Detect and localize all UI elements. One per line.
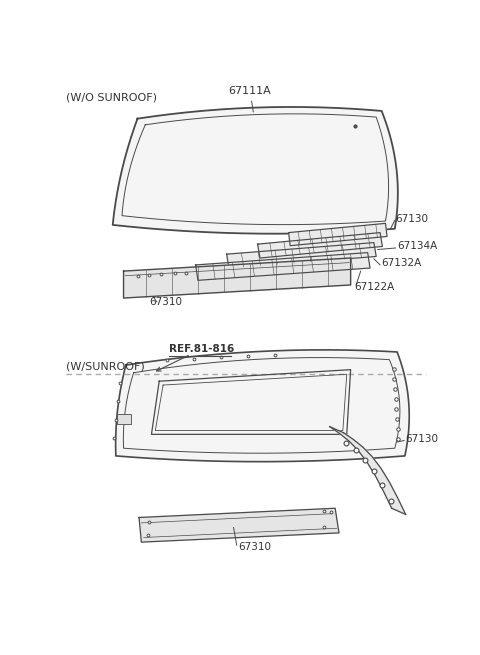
- Polygon shape: [227, 242, 376, 268]
- Polygon shape: [330, 426, 406, 514]
- Text: (W/O SUNROOF): (W/O SUNROOF): [66, 92, 157, 102]
- Text: (W/SUNROOF): (W/SUNROOF): [66, 362, 145, 371]
- Text: 67132A: 67132A: [382, 259, 422, 269]
- Polygon shape: [113, 107, 398, 234]
- Text: REF.81-816: REF.81-816: [156, 345, 234, 371]
- Polygon shape: [116, 350, 409, 462]
- Polygon shape: [139, 508, 339, 542]
- Polygon shape: [258, 233, 383, 258]
- Text: 67310: 67310: [238, 542, 271, 552]
- Text: 67130: 67130: [395, 214, 428, 224]
- Bar: [117, 415, 132, 424]
- Text: 67111A: 67111A: [228, 86, 271, 112]
- Polygon shape: [196, 253, 370, 280]
- Polygon shape: [288, 223, 387, 246]
- Text: 67130: 67130: [405, 434, 438, 444]
- Polygon shape: [123, 258, 350, 298]
- Text: 67134A: 67134A: [397, 242, 437, 252]
- Text: 67122A: 67122A: [355, 282, 395, 291]
- Text: 67310: 67310: [149, 297, 182, 307]
